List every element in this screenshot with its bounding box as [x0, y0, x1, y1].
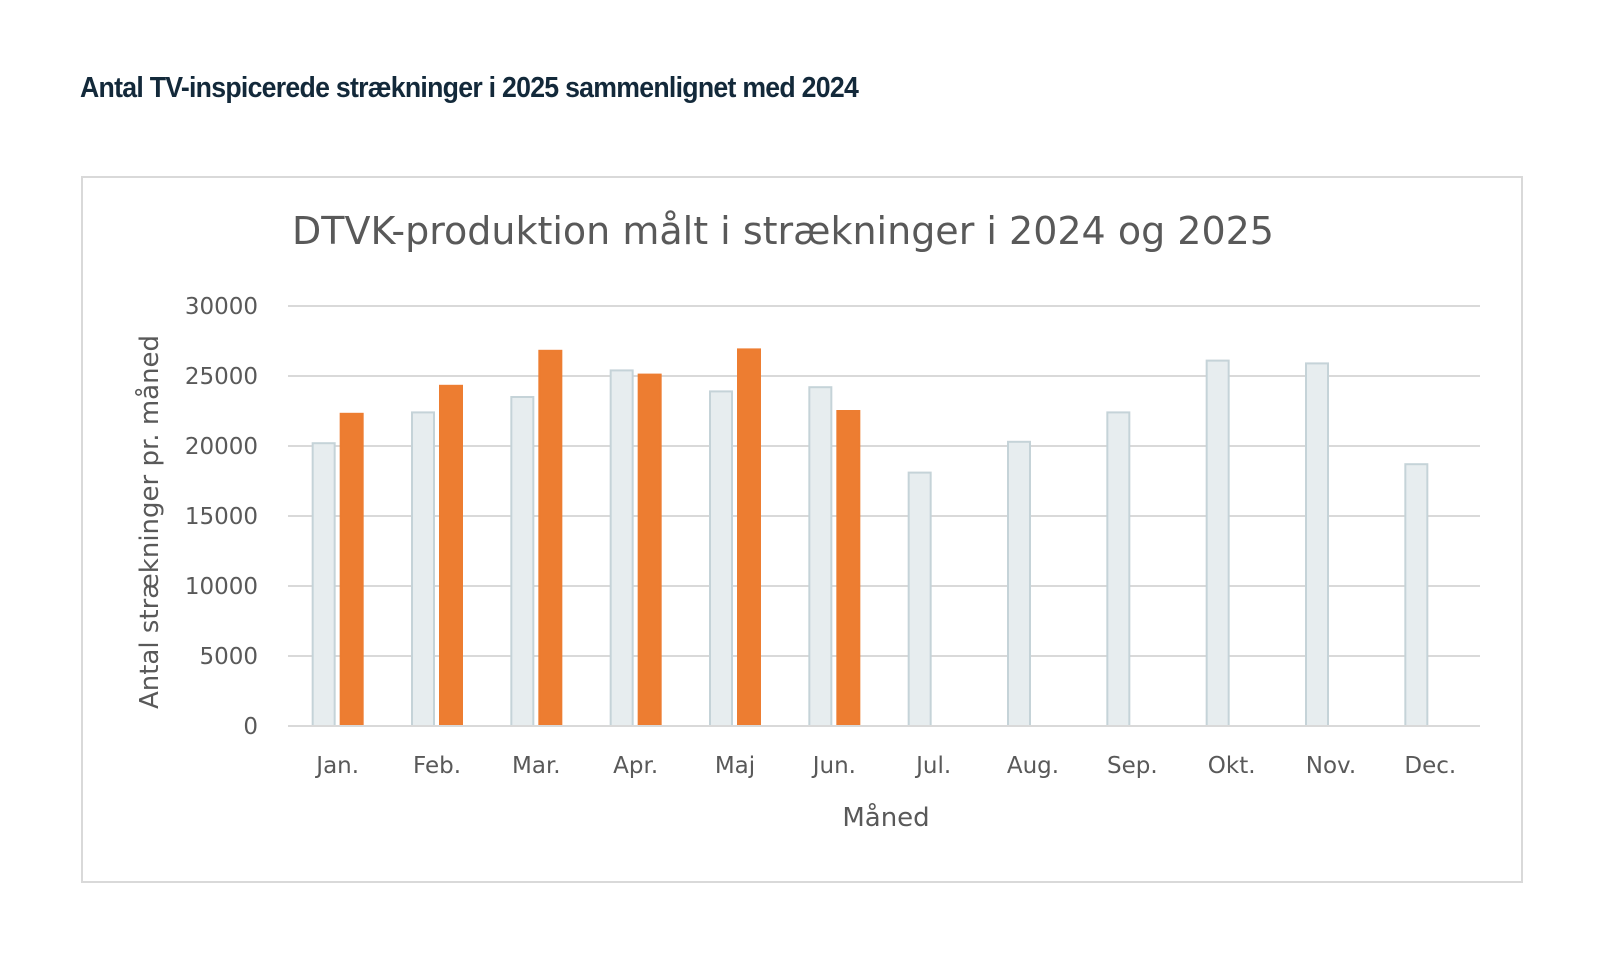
- bar-series-1-Jul.: [907, 471, 932, 727]
- bar-series-1-Mar.: [510, 396, 535, 727]
- x-tick-label: Jan.: [314, 753, 359, 779]
- x-tick-label: Apr.: [613, 753, 658, 779]
- bar-series-1-Dec.: [1404, 463, 1429, 727]
- y-tick-label: 20000: [185, 434, 258, 460]
- bar-series-1-Apr.: [609, 369, 634, 727]
- y-tick-label: 30000: [185, 294, 258, 320]
- bar-series-1-Jan.: [311, 442, 336, 727]
- x-tick-label: Aug.: [1007, 753, 1059, 779]
- y-tick-label: 25000: [185, 364, 258, 390]
- bar-series-1-Sep.: [1106, 411, 1131, 727]
- bar-series-1-Maj: [709, 390, 733, 727]
- page-heading: Antal TV-inspicerede strækninger i 2025 …: [80, 72, 859, 104]
- bar-series-1-Aug.: [1007, 440, 1031, 727]
- bar-series-1-Jun.: [808, 386, 833, 727]
- bars: [288, 348, 1480, 727]
- y-axis-title: Antal strækninger pr. måned: [134, 335, 165, 709]
- chart-frame: [81, 176, 1523, 883]
- x-tick-label: Jun.: [811, 753, 856, 779]
- y-tick-label: 15000: [185, 504, 258, 530]
- bar-series-1-Feb.: [411, 411, 435, 727]
- bar-series-2-Jun.: [836, 410, 861, 727]
- y-tick-label: 10000: [185, 574, 258, 600]
- bar-series-2-Mar.: [538, 349, 563, 727]
- x-tick-label: Jul.: [914, 753, 951, 779]
- bar-series-2-Jan.: [339, 412, 364, 727]
- x-tick-label: Dec.: [1404, 753, 1456, 779]
- y-tick-label: 0: [243, 714, 258, 740]
- x-tick-label: Mar.: [512, 753, 561, 779]
- bar-series-1-Okt.: [1205, 359, 1230, 727]
- x-tick-label: Feb.: [413, 753, 461, 779]
- x-tick-label: Sep.: [1107, 753, 1158, 779]
- y-tick-labels: 0 5000 10000 15000 20000 25000 30000: [185, 294, 258, 740]
- x-tick-labels: Jan. Feb. Mar. Apr. Maj Jun. Jul. Aug. Sep. Okt. N…: [314, 753, 1456, 779]
- x-axis-title: Måned: [842, 802, 929, 833]
- grid-lines: [288, 305, 1480, 727]
- y-tick-label: 5000: [199, 644, 258, 670]
- bar-series-2-Apr.: [637, 373, 662, 727]
- bar-series-1-Nov.: [1305, 362, 1329, 727]
- x-tick-label: Maj: [715, 753, 755, 779]
- x-tick-label: Nov.: [1306, 753, 1356, 779]
- x-tick-label: Okt.: [1208, 753, 1256, 779]
- chart-title: DTVK-produktion målt i strækninger i 202…: [292, 209, 1274, 253]
- bar-series-2-Feb.: [439, 384, 463, 727]
- bar-series-2-Maj: [737, 348, 761, 727]
